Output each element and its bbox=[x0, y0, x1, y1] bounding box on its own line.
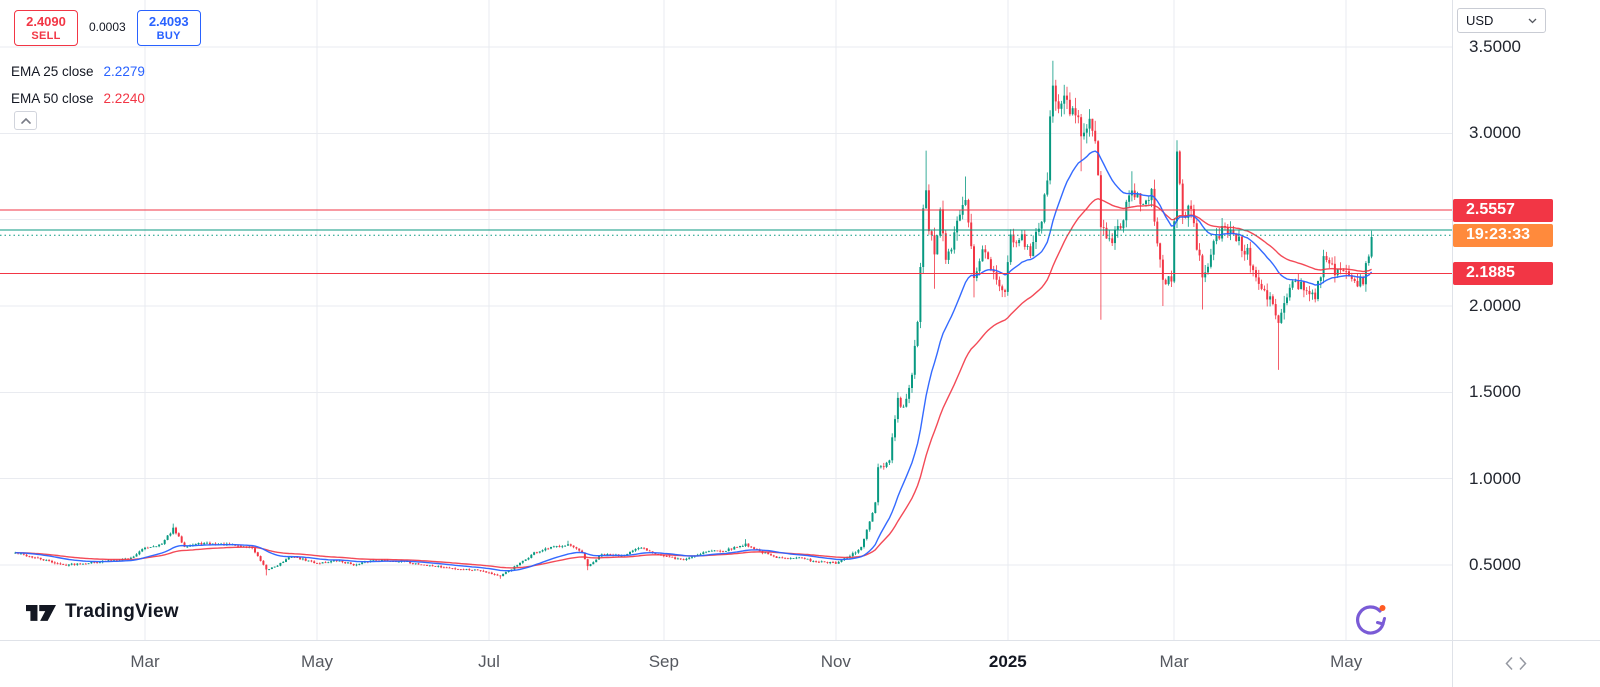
chevron-down-icon bbox=[1528, 18, 1537, 23]
price-axis-tick: 3.5000 bbox=[1469, 37, 1521, 56]
grid-lines bbox=[0, 0, 1452, 640]
time-axis-tick: May bbox=[300, 652, 334, 671]
chevron-up-icon bbox=[20, 117, 31, 124]
price-level-label: 2.5557 bbox=[1453, 198, 1553, 222]
time-axis-tick: Mar bbox=[130, 652, 160, 671]
order-panel: 2.4090 SELL 0.0003 2.4093 BUY bbox=[14, 10, 201, 46]
price-axis-tick: 1.5000 bbox=[1469, 382, 1521, 402]
realtime-swirl-icon bbox=[1348, 600, 1392, 640]
ema25-label: EMA 25 close bbox=[11, 64, 94, 79]
buy-price: 2.4093 bbox=[148, 14, 189, 29]
sell-label: SELL bbox=[31, 30, 61, 42]
time-axis-tick: May bbox=[1330, 652, 1363, 671]
sell-price: 2.4090 bbox=[26, 14, 66, 29]
tradingview-brand-text: TradingView bbox=[65, 601, 179, 622]
spread-value: 0.0003 bbox=[89, 20, 126, 34]
sell-button[interactable]: 2.4090 SELL bbox=[14, 10, 78, 46]
price-axis-tick: 1.0000 bbox=[1469, 468, 1521, 488]
currency-label: USD bbox=[1466, 13, 1494, 28]
axis-corner bbox=[1452, 640, 1600, 687]
scale-settings-icon[interactable] bbox=[1505, 656, 1527, 671]
time-axis-tick: 2025 bbox=[988, 652, 1027, 671]
ema25-value: 2.2279 bbox=[103, 64, 145, 79]
ema25-line bbox=[15, 150, 1373, 572]
indicator-legend: EMA 25 close 2.2279 EMA 50 close 2.2240 bbox=[11, 58, 145, 112]
candles bbox=[14, 60, 1373, 579]
bar-countdown-label: 19:23:33 bbox=[1453, 223, 1553, 247]
time-axis-tick: Nov bbox=[820, 652, 851, 671]
ema50-line bbox=[15, 197, 1372, 569]
time-axis-tick: Mar bbox=[1159, 652, 1189, 671]
price-axis-tick: 2.0000 bbox=[1469, 296, 1521, 315]
collapse-legend-button[interactable] bbox=[14, 111, 37, 130]
chart-pane[interactable]: 2.4090 SELL 0.0003 2.4093 BUY EMA 25 clo… bbox=[0, 0, 1452, 640]
ema50-label: EMA 50 close bbox=[11, 91, 94, 106]
buy-label: BUY bbox=[156, 30, 181, 42]
buy-button[interactable]: 2.4093 BUY bbox=[136, 10, 201, 46]
price-axis-tick: 3.0000 bbox=[1469, 123, 1521, 143]
tradingview-logo-icon bbox=[26, 604, 56, 621]
currency-dropdown[interactable]: USD bbox=[1457, 8, 1546, 33]
time-axis-tick: Sep bbox=[648, 652, 679, 671]
time-axis[interactable]: Mar May Jul Sep Nov 2025 Mar May bbox=[0, 640, 1452, 687]
ema50-value: 2.2240 bbox=[103, 91, 145, 106]
legend-ema25[interactable]: EMA 25 close 2.2279 bbox=[11, 58, 145, 85]
price-axis[interactable]: USD 3.5000 3.0000 2.0000 1.5000 1.0000 0.5000… bbox=[1452, 0, 1600, 640]
legend-ema50[interactable]: EMA 50 close 2.2240 bbox=[11, 85, 145, 112]
price-level-label: 2.1885 bbox=[1453, 261, 1553, 285]
candlestick-chart[interactable] bbox=[0, 0, 1452, 640]
time-axis-tick: Jul bbox=[478, 652, 500, 671]
price-level-lines bbox=[0, 209, 1452, 274]
tradingview-attribution-link[interactable]: TradingView bbox=[26, 601, 179, 623]
price-axis-tick: 0.5000 bbox=[1469, 555, 1521, 574]
